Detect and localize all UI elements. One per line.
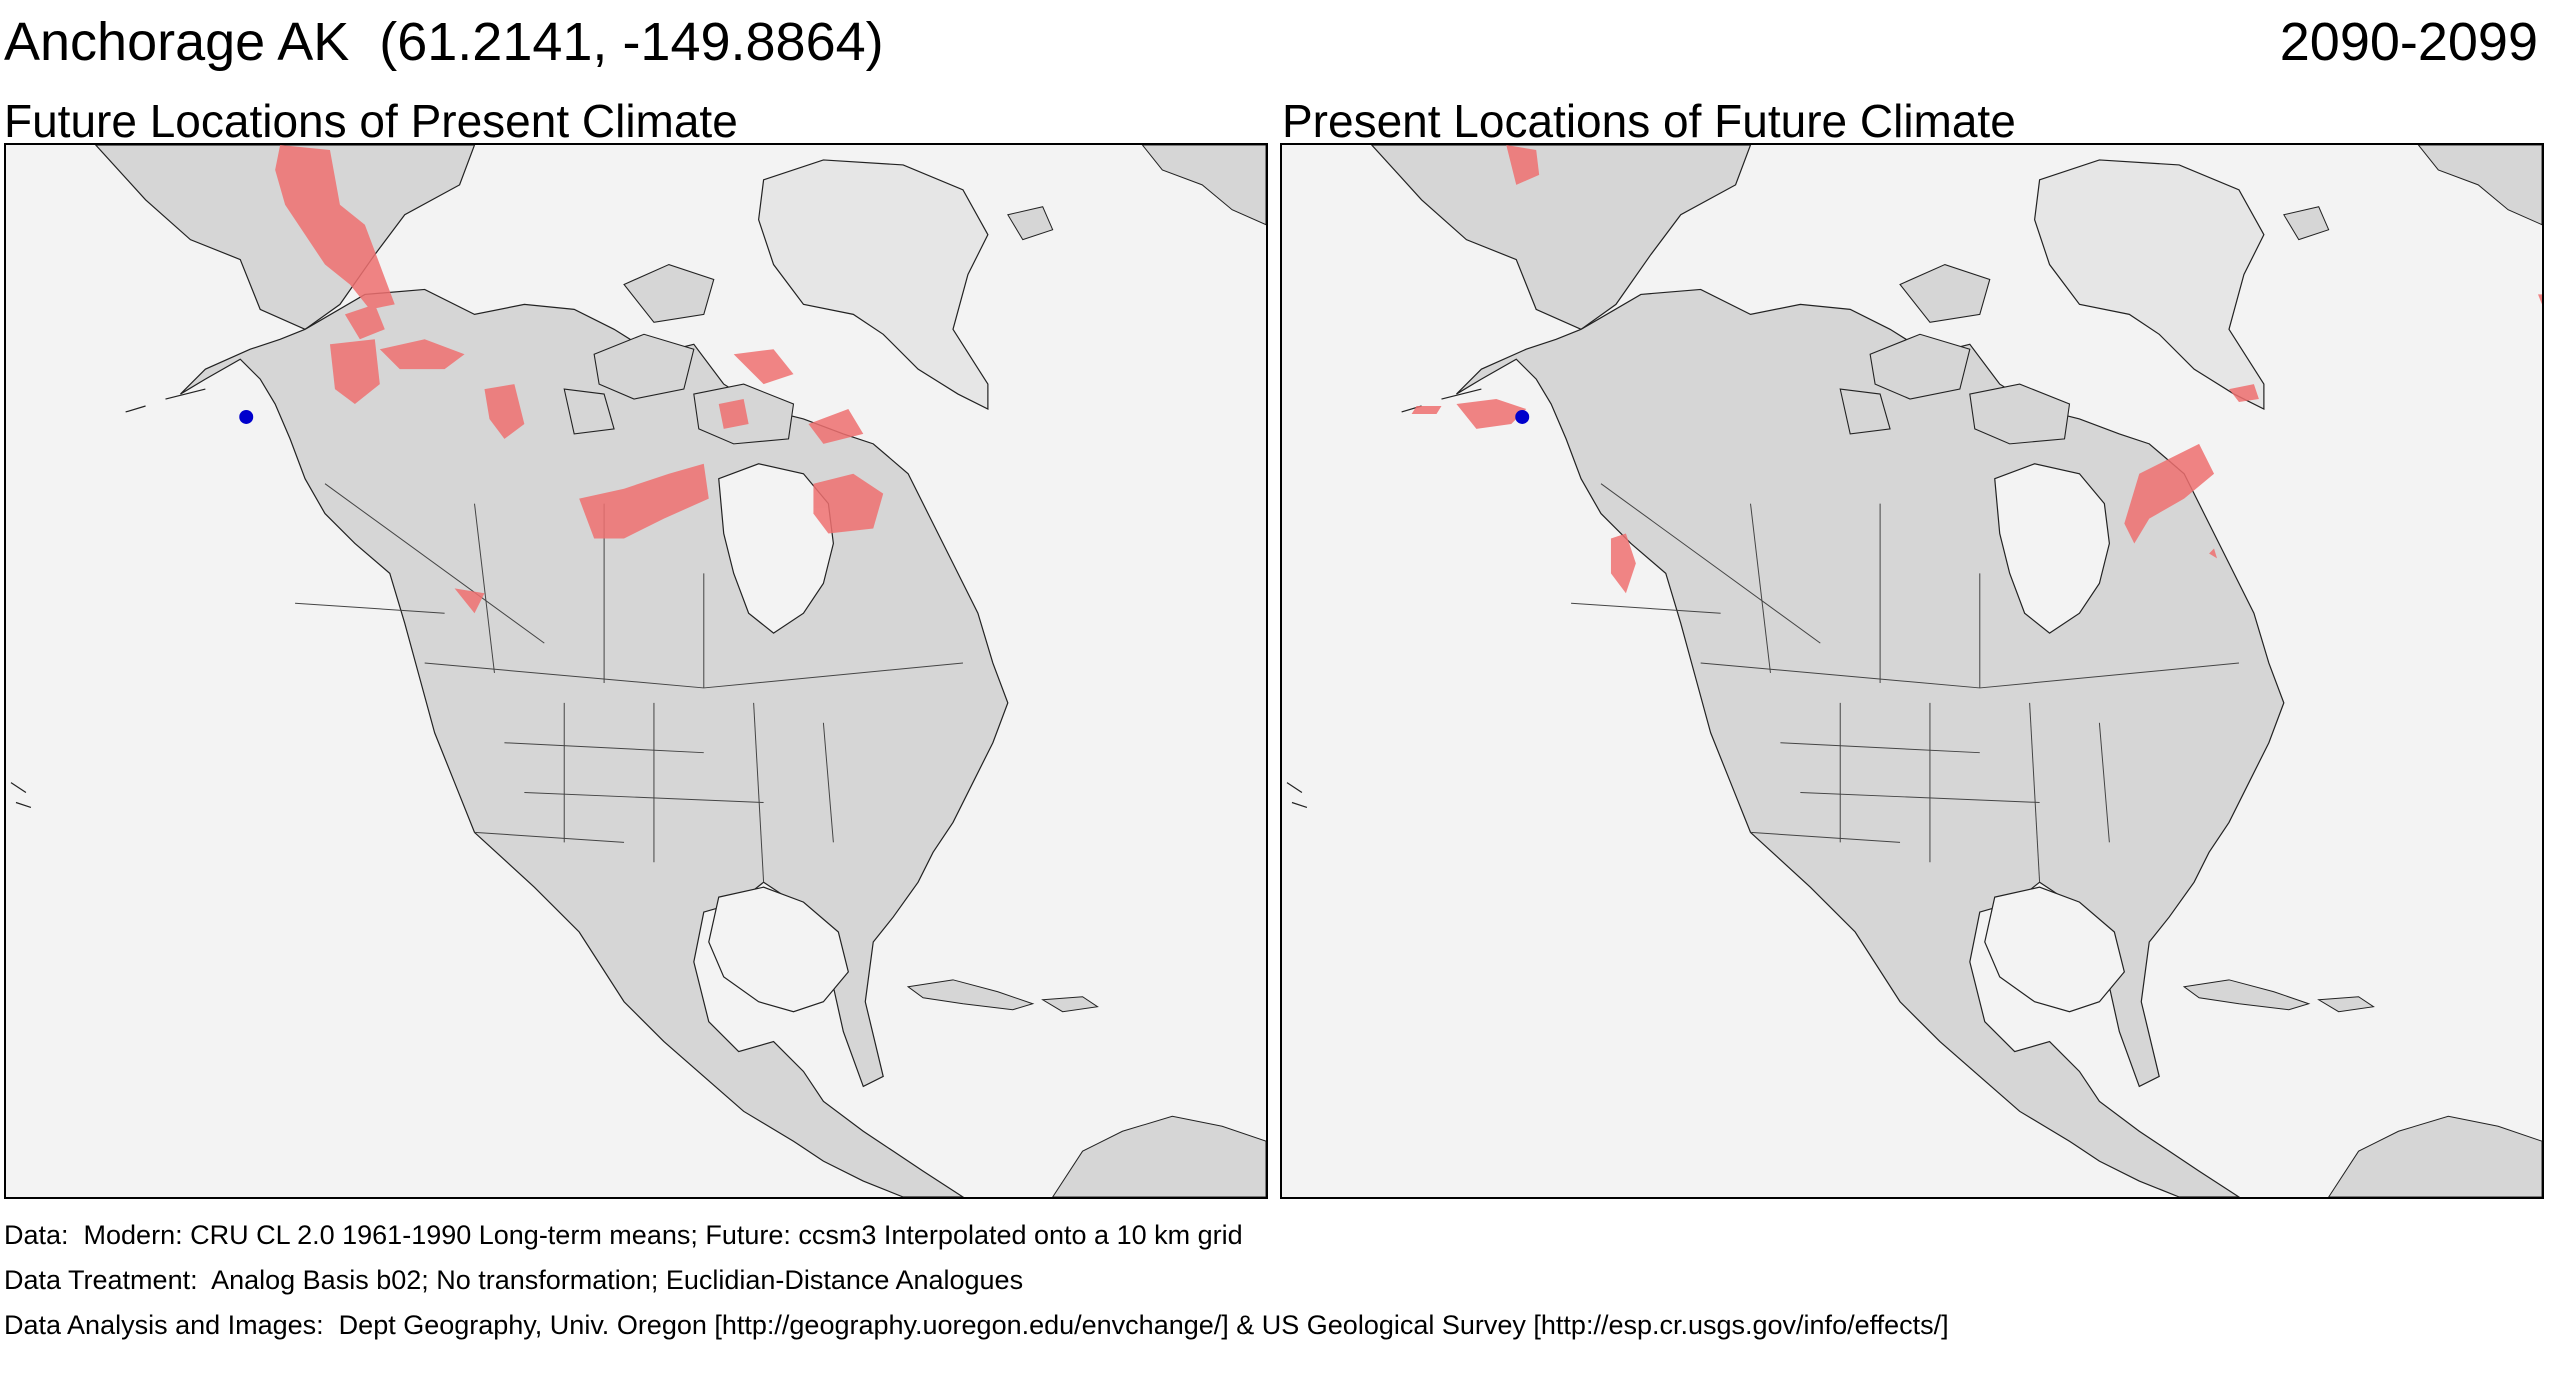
right-panel-title: Present Locations of Future Climate [1282,95,2016,147]
data-analysis-note: Data Analysis and Images: Dept Geography… [4,1310,1949,1340]
location-dot-icon [239,409,254,424]
location-title: Anchorage AK (61.2141, -149.8864) [4,12,884,72]
data-source-note: Data: Modern: CRU CL 2.0 1961-1990 Long-… [4,1220,1243,1250]
right-map-svg [1286,145,2542,1197]
footer-notes: Data: Modern: CRU CL 2.0 1961-1990 Long-… [4,1213,1949,1348]
left-map-svg [10,145,1266,1197]
left-map[interactable] [4,143,1268,1199]
analog-regions-right [1411,145,2542,594]
location-dot-icon [1515,409,1530,424]
data-treatment-note: Data Treatment: Analog Basis b02; No tra… [4,1265,1024,1295]
period-label: 2090-2099 [2279,12,2538,72]
left-panel-title: Future Locations of Present Climate [4,95,738,147]
analog-regions-left [275,145,884,614]
right-map[interactable] [1280,143,2544,1199]
